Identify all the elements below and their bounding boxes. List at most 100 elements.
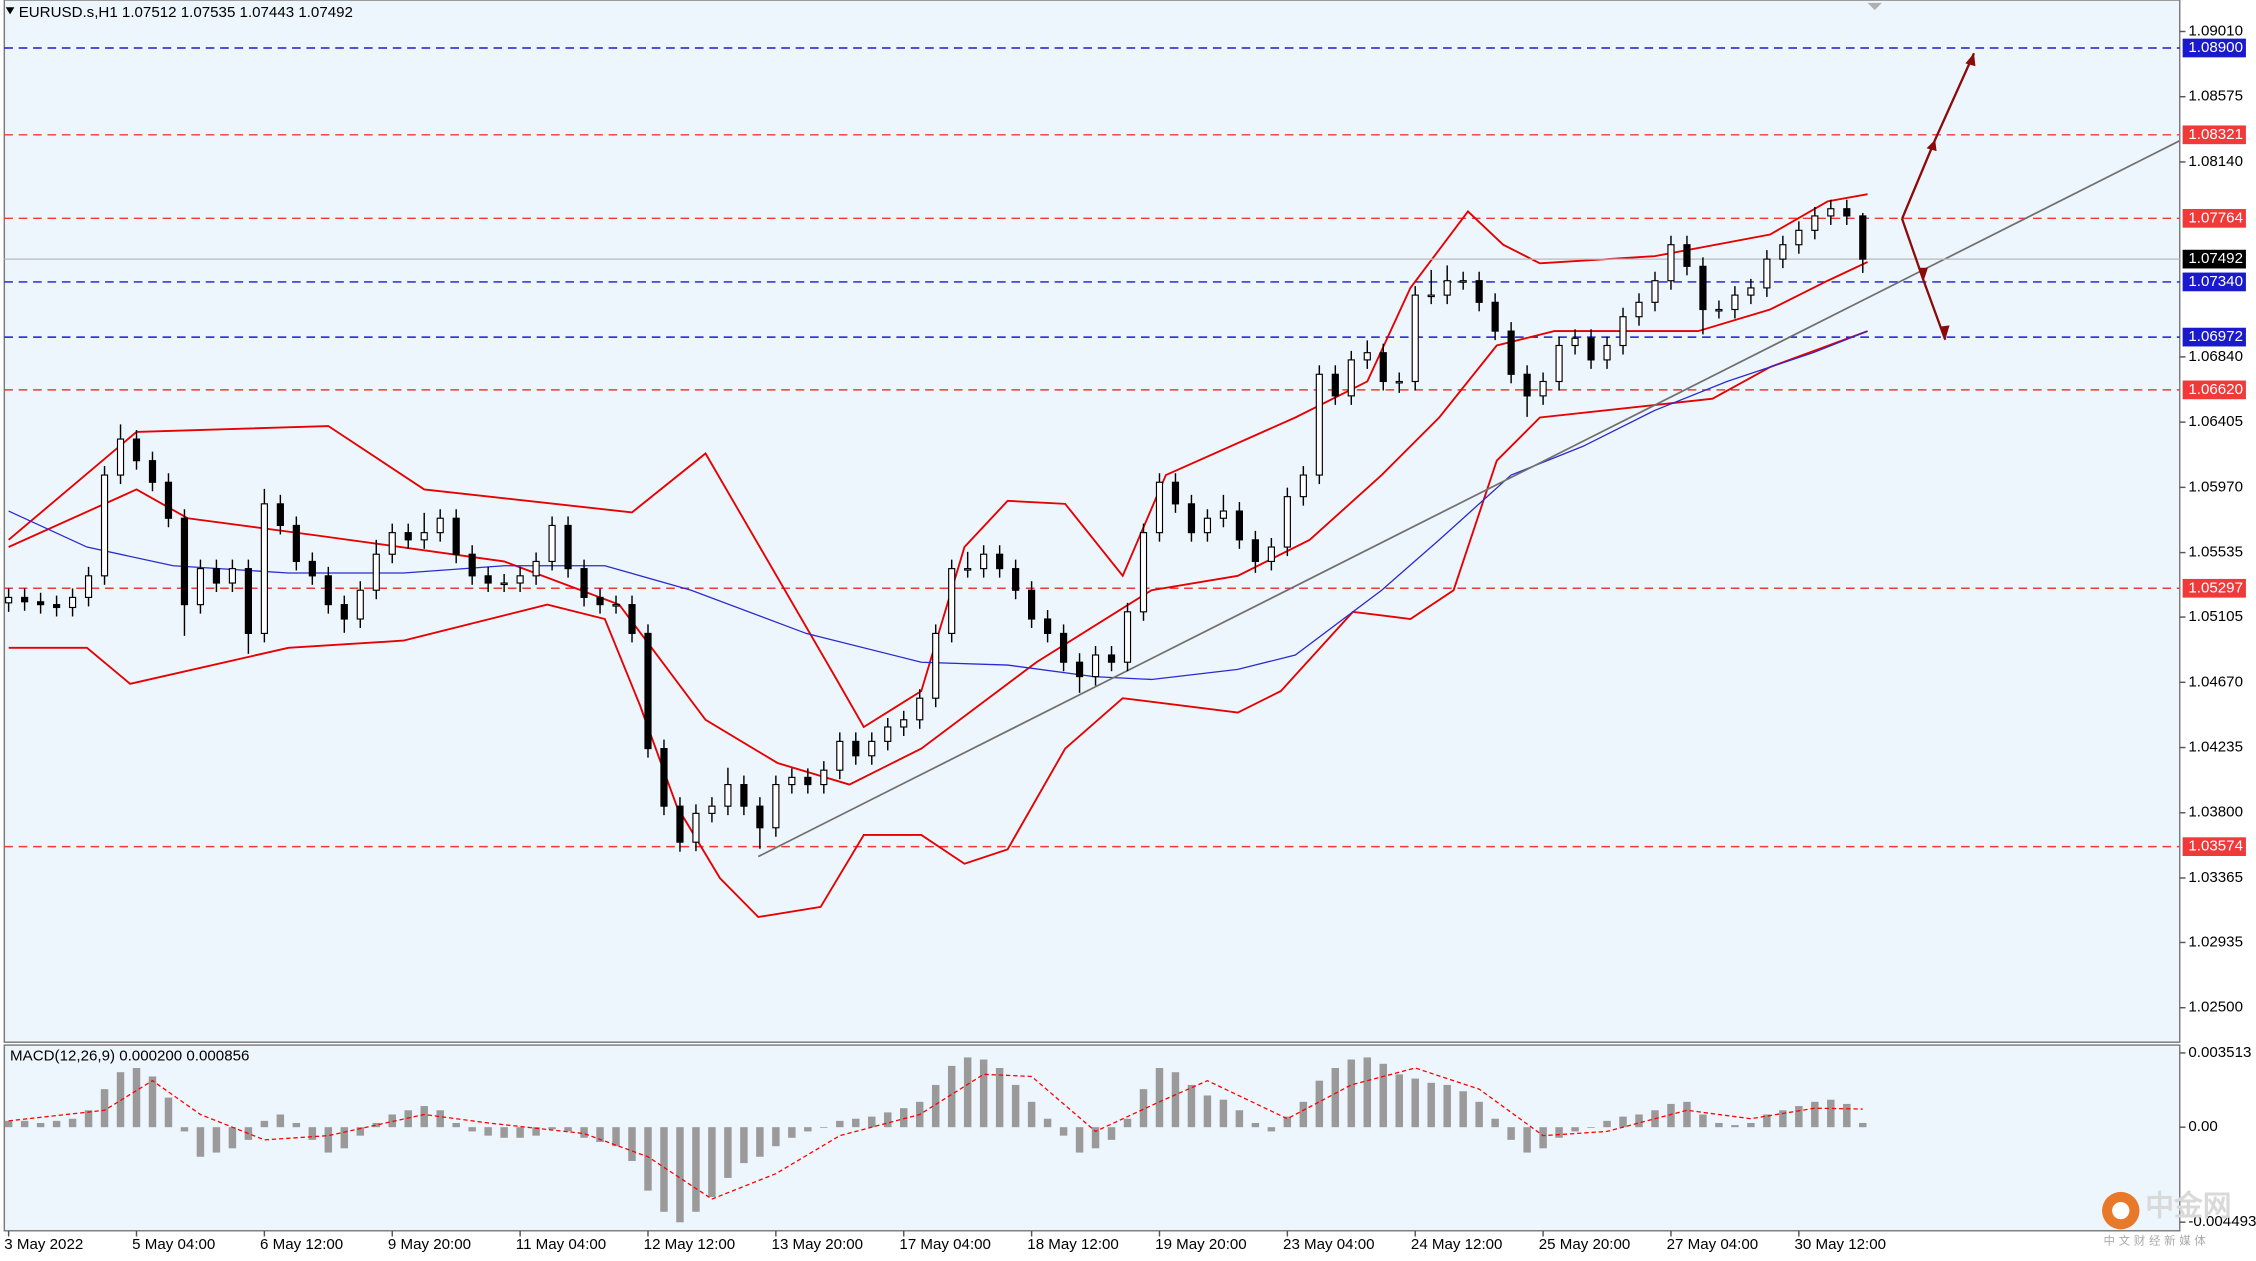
candle-body	[1715, 308, 1723, 312]
y-tick-label: 1.03365	[2188, 869, 2243, 886]
candle-body	[612, 604, 620, 607]
candle-body	[132, 438, 141, 462]
candle-body	[1523, 373, 1531, 397]
level-label: 1.07764	[2188, 209, 2243, 226]
macd-bar	[548, 1127, 556, 1130]
up-arrow-path	[1900, 52, 1976, 220]
candle-body	[404, 532, 412, 541]
macd-bar	[388, 1114, 396, 1128]
macd-bar	[276, 1114, 285, 1128]
candle-body	[308, 560, 316, 577]
arrow-head	[1965, 53, 1976, 67]
macd-bar	[692, 1127, 700, 1212]
macd-bar	[1491, 1118, 1499, 1128]
menu-triangle[interactable]	[5, 7, 15, 15]
candle-body	[548, 524, 556, 563]
candle-body	[292, 524, 300, 563]
y-tick-label: 1.03800	[2188, 804, 2243, 821]
symbol-header: EURUSD.s,H1 1.07512 1.07535 1.07443 1.07…	[19, 4, 353, 21]
y-tick-label: 1.06840	[2188, 348, 2243, 365]
candle-body	[1443, 280, 1451, 296]
level-label: 1.07340	[2188, 273, 2243, 290]
x-tick-label: 12 May 12:00	[644, 1236, 736, 1253]
level-label-box	[2182, 208, 2246, 228]
x-tick-label: 30 May 12:00	[1795, 1236, 1887, 1253]
macd-bar	[340, 1127, 349, 1149]
candle-body	[1171, 481, 1180, 505]
macd-bar	[995, 1067, 1004, 1128]
candle-body	[1827, 208, 1835, 217]
x-tick-label: 24 May 12:00	[1411, 1236, 1503, 1253]
y-tick-label: 0.003513	[2188, 1044, 2251, 1061]
y-tick-label: 1.09010	[2188, 22, 2243, 39]
candle-body	[1012, 568, 1020, 591]
candle-body	[356, 589, 364, 620]
candle-body	[1203, 517, 1212, 534]
macd-bar	[1059, 1127, 1068, 1136]
macd-bar	[1523, 1127, 1531, 1153]
candle-body	[1843, 208, 1851, 217]
level-label-box	[2182, 327, 2246, 347]
macd-bar	[1107, 1127, 1116, 1140]
macd-bar	[308, 1127, 317, 1140]
indicator-line	[8, 193, 1868, 729]
candle-body	[420, 532, 428, 541]
candle-body	[37, 601, 45, 606]
watermark: 中金网 中 文 财 经 新 媒 体	[2102, 1189, 2232, 1247]
candle-body	[1795, 229, 1803, 246]
candle-body	[628, 604, 636, 634]
x-tick-label: 9 May 20:00	[388, 1236, 471, 1253]
macd-bar	[452, 1122, 460, 1128]
macd-bar	[612, 1127, 620, 1147]
candle-body	[1395, 380, 1403, 384]
y-tick-label: 1.04235	[2188, 739, 2243, 756]
macd-bar	[852, 1118, 860, 1128]
macd-bar	[772, 1127, 780, 1147]
y-tick-label: -0.004493	[2188, 1213, 2256, 1230]
candle-body	[1731, 294, 1739, 311]
macd-bar	[1411, 1078, 1419, 1128]
x-tick-label: 23 May 04:00	[1283, 1236, 1375, 1253]
candle-body	[180, 517, 189, 606]
candle-body	[852, 740, 860, 757]
macd-bar	[1571, 1127, 1579, 1132]
watermark-subtext: 中 文 财 经 新 媒 体	[2103, 1233, 2206, 1247]
macd-bar	[899, 1108, 908, 1128]
macd-bar	[260, 1120, 269, 1128]
level-label: 1.08900	[2188, 39, 2243, 56]
macd-bar	[228, 1127, 237, 1149]
macd-bar	[1715, 1122, 1723, 1128]
macd-bar	[1683, 1101, 1691, 1128]
macd-bar	[1331, 1067, 1340, 1128]
candle-body	[1123, 611, 1132, 663]
macd-bar	[1123, 1118, 1132, 1128]
candle-body	[436, 517, 444, 534]
macd-bar	[196, 1127, 205, 1157]
arrow-head	[1926, 139, 1937, 152]
watermark-logo-inner	[2112, 1201, 2130, 1220]
macd-bar	[292, 1122, 301, 1128]
candle-body	[676, 805, 684, 843]
macd-bar	[708, 1127, 716, 1197]
macd-bar	[1811, 1101, 1819, 1128]
y-tick-label: 1.05535	[2188, 544, 2243, 561]
candle-body	[1347, 359, 1355, 397]
candle-body	[1363, 352, 1371, 361]
macd-bar	[868, 1116, 876, 1128]
candle-body	[708, 805, 716, 814]
macd-bar	[1379, 1063, 1388, 1128]
level-label: 1.05297	[2188, 579, 2243, 596]
candle-body	[1059, 632, 1068, 663]
trend-line	[757, 140, 2180, 858]
candle-body	[5, 596, 13, 604]
macd-bar	[1795, 1106, 1803, 1128]
macd-bar	[1443, 1084, 1451, 1128]
candle-body	[1251, 539, 1259, 563]
candle-body	[452, 517, 460, 555]
x-tick-label: 13 May 20:00	[772, 1236, 864, 1253]
indicator-line	[8, 330, 1868, 918]
macd-bar	[132, 1067, 141, 1128]
candle-body	[1699, 265, 1707, 311]
